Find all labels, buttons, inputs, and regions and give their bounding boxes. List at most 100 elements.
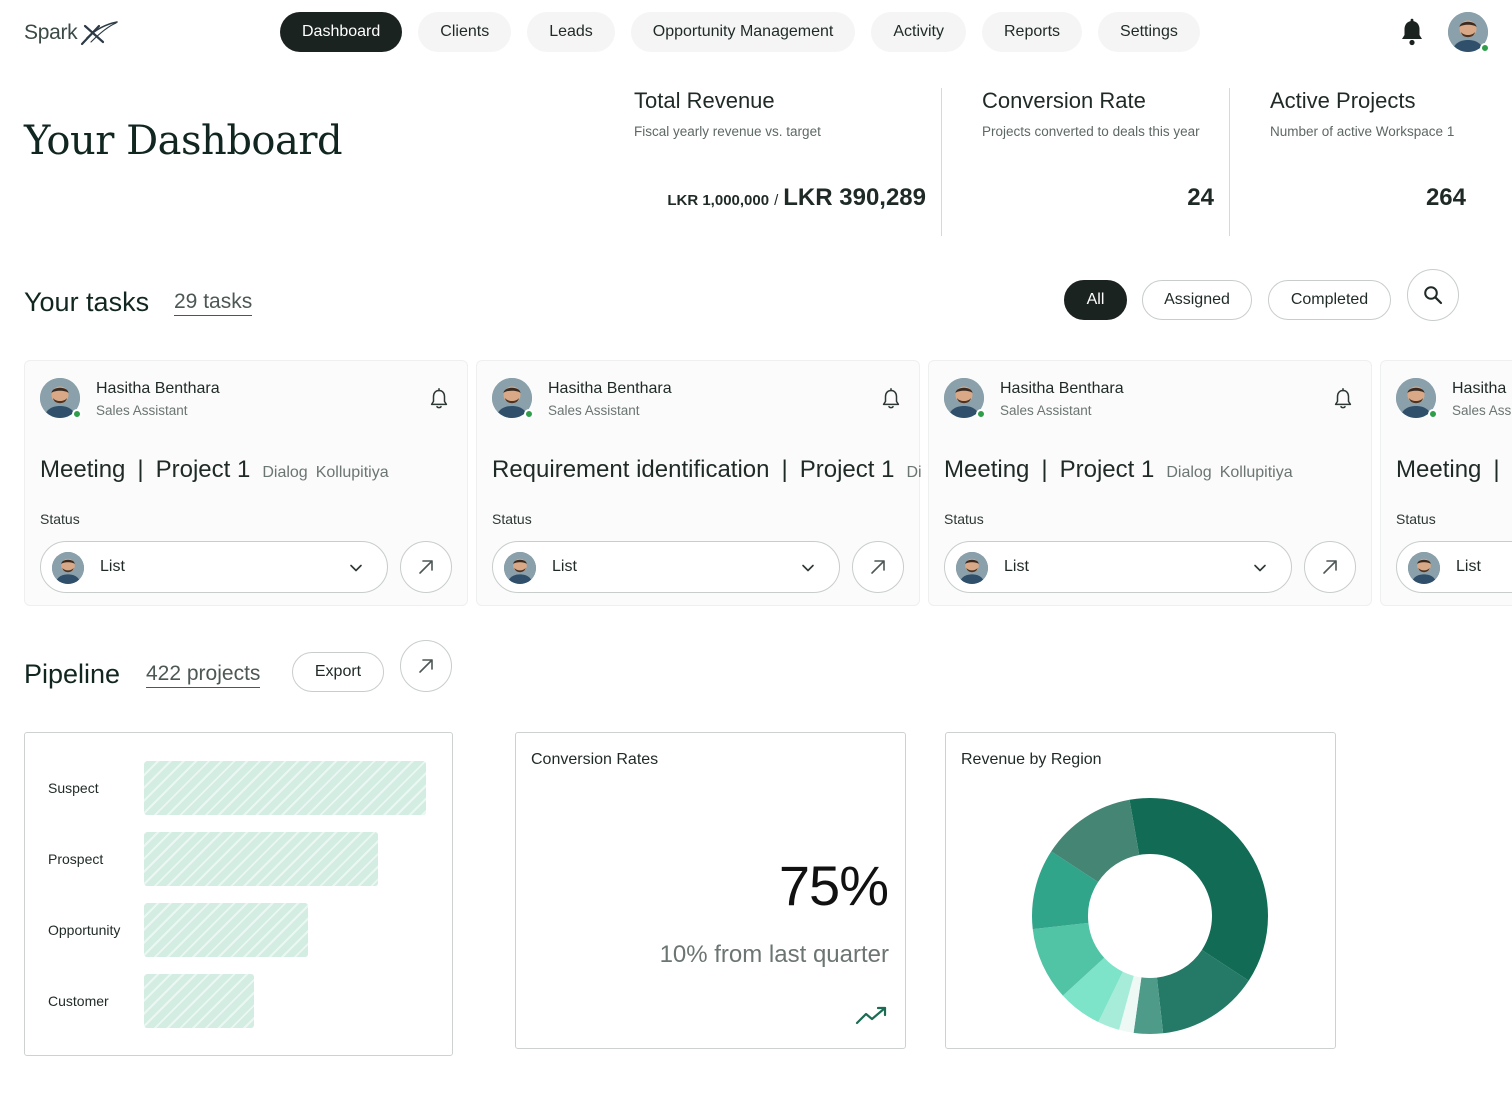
nav-item-activity[interactable]: Activity (871, 12, 966, 52)
arrow-up-right-icon (871, 560, 885, 574)
status-avatar (1408, 552, 1440, 584)
nav-item-reports[interactable]: Reports (982, 12, 1083, 52)
tasks-count-link[interactable]: 29 tasks (174, 290, 253, 316)
funnel-bar-prospect[interactable] (144, 832, 378, 886)
donut-slice[interactable] (1156, 949, 1249, 1034)
reminder-bell-icon[interactable] (429, 388, 449, 410)
filter-completed[interactable]: Completed (1268, 280, 1391, 320)
page-title: Your Dashboard (24, 118, 343, 164)
donut-slice[interactable] (1129, 798, 1268, 981)
status-avatar (504, 552, 536, 584)
assignee-avatar (492, 378, 534, 419)
task-project: Project 1 (155, 456, 251, 483)
status-select-value: List (1004, 558, 1029, 575)
donut-slice[interactable] (1032, 851, 1099, 930)
open-task-button[interactable] (852, 541, 904, 593)
reminder-bell-icon[interactable] (881, 388, 901, 410)
online-status-dot (1480, 43, 1490, 53)
notifications-bell-icon[interactable] (1399, 18, 1425, 46)
pipeline-funnel-panel: Suspect Prospect Opportunity Customer (24, 732, 453, 1056)
revenue-donut-chart (1032, 798, 1268, 1034)
task-card[interactable]: Hasitha Benthara Sales Assistant Requireme… (476, 360, 921, 606)
search-icon (1424, 286, 1443, 305)
donut-slice[interactable] (1032, 922, 1105, 996)
assignee-name: Hasitha Benthara (1000, 380, 1124, 397)
stat-title: Active Projects (1270, 88, 1416, 113)
stat-active-projects: Active Projects Number of active Workspa… (1270, 88, 1466, 236)
online-status-dot (1428, 409, 1438, 419)
nav-item-dashboard[interactable]: Dashboard (280, 12, 403, 52)
main-nav: Dashboard Clients Leads Opportunity Managem… (280, 12, 1200, 52)
task-headline: Requirement identification | Project 1 Dial… (492, 456, 921, 484)
arrow-up-right-icon (1323, 560, 1337, 574)
assignee-role: Sales Assistant (1452, 403, 1512, 418)
donut-slice[interactable] (1098, 971, 1134, 1030)
task-cards-carousel: Hasitha Benthara Sales Assistant Meeting | P… (0, 360, 1512, 608)
user-avatar[interactable] (1448, 12, 1490, 53)
status-select[interactable]: List (1396, 541, 1512, 593)
status-select[interactable]: List (944, 541, 1292, 593)
funnel-bar-suspect[interactable] (144, 761, 426, 815)
filter-assigned[interactable]: Assigned (1142, 280, 1252, 320)
stat-total-revenue: Total Revenue Fiscal yearly revenue vs. … (634, 88, 926, 236)
funnel-label-prospect: Prospect (48, 851, 104, 867)
conversion-change-text: 10% from last quarter (659, 941, 889, 968)
task-client: Dialog (906, 464, 921, 481)
task-project: Project 1 (799, 456, 895, 483)
donut-slice[interactable] (1133, 977, 1164, 1034)
funnel-bar-customer[interactable] (144, 974, 254, 1028)
avatar-image (52, 552, 84, 584)
stat-title: Total Revenue (634, 88, 775, 113)
open-task-button[interactable] (400, 541, 452, 593)
stat-title: Conversion Rate (982, 88, 1146, 113)
avatar-image (492, 378, 532, 418)
status-select-value: List (1456, 558, 1481, 575)
task-type: Requirement identification (492, 456, 770, 483)
nav-item-settings[interactable]: Settings (1098, 12, 1200, 52)
brand-name: Spark (24, 21, 78, 44)
online-status-dot (72, 409, 82, 419)
assignee-avatar (944, 378, 986, 419)
funnel-label-customer: Customer (48, 993, 109, 1009)
reminder-bell-icon[interactable] (1333, 388, 1353, 410)
donut-slice[interactable] (1051, 799, 1140, 883)
filter-all[interactable]: All (1064, 280, 1127, 320)
avatar-image (956, 552, 988, 584)
status-select[interactable]: List (492, 541, 840, 593)
donut-slice[interactable] (1119, 975, 1142, 1033)
status-select[interactable]: List (40, 541, 388, 593)
task-location: Kollupitiya (315, 464, 389, 481)
task-client: Dialog (1166, 464, 1212, 481)
avatar-image (504, 552, 536, 584)
stat-value: 24 (1187, 184, 1214, 211)
spark-logo[interactable]: Spark (24, 18, 119, 48)
funnel-bar-opportunity[interactable] (144, 903, 308, 957)
nav-item-leads[interactable]: Leads (527, 12, 615, 52)
status-label: Status (944, 511, 984, 527)
stat-subtitle: Fiscal yearly revenue vs. target (634, 124, 821, 139)
stat-value: 264 (1425, 184, 1466, 211)
status-select-value: List (100, 558, 125, 575)
task-client: Dialog (262, 464, 308, 481)
status-label: Status (1396, 511, 1436, 527)
funnel-label-suspect: Suspect (48, 780, 99, 796)
pipeline-count-link[interactable]: 422 projects (146, 662, 261, 688)
nav-item-opportunity-management[interactable]: Opportunity Management (630, 12, 856, 52)
donut-slice[interactable] (1062, 957, 1123, 1023)
pipeline-open-button[interactable] (400, 640, 452, 692)
open-task-button[interactable] (1304, 541, 1356, 593)
search-button[interactable] (1407, 269, 1459, 321)
task-location: Kollupitiya (1219, 464, 1293, 481)
avatar-image (1448, 12, 1488, 52)
export-button[interactable]: Export (292, 652, 384, 692)
tasks-title: Your tasks (24, 287, 150, 317)
task-separator: | (1041, 456, 1048, 483)
nav-item-clients[interactable]: Clients (418, 12, 512, 52)
assignee-role: Sales Assistant (1000, 403, 1092, 418)
assignee-role: Sales Assistant (96, 403, 188, 418)
